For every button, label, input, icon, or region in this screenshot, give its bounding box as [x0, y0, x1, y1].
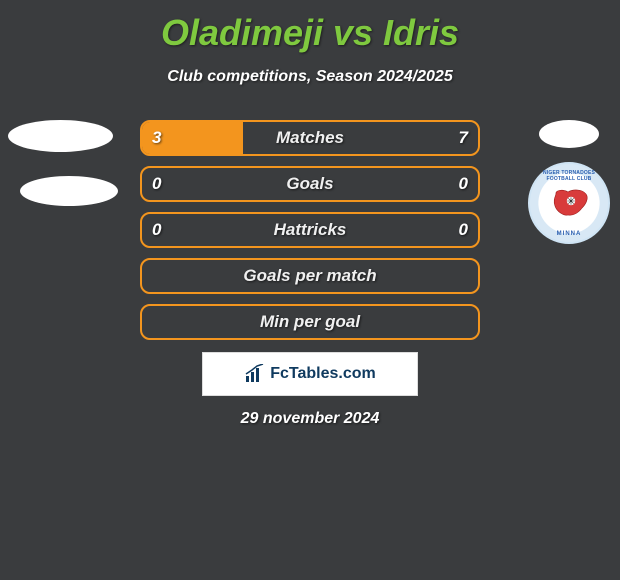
brand-box: FcTables.com — [202, 352, 418, 396]
date-text: 29 november 2024 — [0, 410, 620, 428]
badge-top-text: NIGER TORNADOES FOOTBALL CLUB — [530, 170, 608, 182]
bar-label: Goals per match — [142, 266, 478, 286]
stat-bar-row: 00Goals — [140, 166, 480, 202]
club-badge: NIGER TORNADOES FOOTBALL CLUB MINNA — [528, 162, 610, 244]
badge-bottom-text: MINNA — [530, 231, 608, 237]
chart-icon — [244, 364, 266, 384]
bar-label: Hattricks — [142, 220, 478, 240]
page-title: Oladimeji vs Idris — [0, 0, 620, 54]
bar-label: Min per goal — [142, 312, 478, 332]
right-player-column: NIGER TORNADOES FOOTBALL CLUB MINNA — [528, 120, 610, 244]
page-subtitle: Club competitions, Season 2024/2025 — [0, 68, 620, 86]
stat-bar-row: 37Matches — [140, 120, 480, 156]
stat-bar-row: Min per goal — [140, 304, 480, 340]
bar-label: Matches — [142, 128, 478, 148]
left-player-placeholders — [8, 120, 118, 206]
left-ellipse-1 — [8, 120, 113, 152]
brand-text: FcTables.com — [270, 365, 376, 383]
stat-bar-row: 00Hattricks — [140, 212, 480, 248]
stat-bars: 37Matches 00Goals 00Hattricks Goals per mat… — [140, 120, 480, 350]
stat-bar-row: Goals per match — [140, 258, 480, 294]
left-ellipse-2 — [20, 176, 118, 206]
bar-label: Goals — [142, 174, 478, 194]
right-ellipse — [539, 120, 599, 148]
badge-shape-icon — [552, 188, 590, 218]
